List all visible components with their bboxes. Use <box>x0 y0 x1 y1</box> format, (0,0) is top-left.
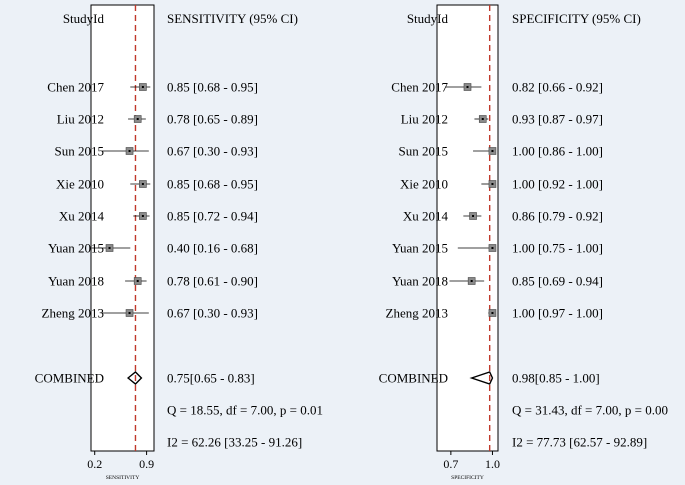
sens-study-name: Zheng 2013 <box>42 306 104 321</box>
spec-study-row: Liu 2012 0.93 [0.87 - 0.97] <box>401 112 603 127</box>
sens-estimate-label: 0.67 [0.30 - 0.93] <box>167 306 258 321</box>
sens-study-row: Yuan 2015 0.40 [0.16 - 0.68] <box>48 241 258 256</box>
sens-estimate-label: 0.40 [0.16 - 0.68] <box>167 241 258 256</box>
sens-study-name: Yuan 2015 <box>48 241 104 256</box>
spec-estimate-label: 0.86 [0.79 - 0.92] <box>512 209 603 224</box>
spec-estimate-label: 1.00 [0.97 - 1.00] <box>512 306 603 321</box>
spec-forest-panel: StudyId SPECIFICITY (95% CI) Chen 2017 0.82… <box>379 4 668 481</box>
spec-estimate-header: SPECIFICITY (95% CI) <box>512 11 641 26</box>
sens-study-row: Chen 2017 0.85 [0.68 - 0.95] <box>47 80 258 95</box>
sens-estimate-label: 0.85 [0.68 - 0.95] <box>167 177 258 192</box>
spec-study-name: Xie 2010 <box>400 177 448 192</box>
spec-study-row: Xie 2010 1.00 [0.92 - 1.00] <box>400 177 603 192</box>
spec-combined-label: COMBINED <box>379 371 448 386</box>
sens-estimate-label: 0.78 [0.65 - 0.89] <box>167 112 258 127</box>
spec-study-name: Sun 2015 <box>399 144 448 159</box>
sens-point-center <box>108 247 111 249</box>
spec-point-center <box>470 280 473 282</box>
spec-study-header: StudyId <box>407 11 449 26</box>
spec-point-center <box>491 247 494 249</box>
sens-study-name: Liu 2012 <box>57 112 104 127</box>
spec-estimate-label: 1.00 [0.86 - 1.00] <box>512 144 603 159</box>
spec-point-center <box>491 183 494 185</box>
spec-study-name: Yuan 2018 <box>392 274 448 289</box>
spec-study-name: Xu 2014 <box>403 209 449 224</box>
sens-study-name: Xu 2014 <box>59 209 105 224</box>
spec-point-center <box>472 215 475 217</box>
sens-tick-label: 0.2 <box>87 457 102 471</box>
spec-estimate-label: 1.00 [0.92 - 1.00] <box>512 177 603 192</box>
spec-estimate-label: 1.00 [0.75 - 1.00] <box>512 241 603 256</box>
spec-estimate-label: 0.82 [0.66 - 0.92] <box>512 80 603 95</box>
sens-forest-panel: StudyId SENSITIVITY (95% CI) Chen 2017 0.85… <box>35 4 323 481</box>
sens-study-header: StudyId <box>63 11 105 26</box>
spec-study-row: Chen 2017 0.82 [0.66 - 0.92] <box>391 80 603 95</box>
spec-combined-estimate: 0.98[0.85 - 1.00] <box>512 371 600 386</box>
sens-study-row: Yuan 2018 0.78 [0.61 - 0.90] <box>48 274 258 289</box>
spec-point-center <box>491 150 494 152</box>
spec-estimate-label: 0.85 [0.69 - 0.94] <box>512 274 603 289</box>
sens-study-row: Zheng 2013 0.67 [0.30 - 0.93] <box>42 306 258 321</box>
sens-study-name: Yuan 2018 <box>48 274 104 289</box>
sens-heterogeneity-stat: Q = 18.55, df = 7.00, p = 0.01 <box>167 403 323 418</box>
sens-study-name: Chen 2017 <box>47 80 104 95</box>
sens-combined-diamond <box>126 371 143 385</box>
sens-study-row: Liu 2012 0.78 [0.65 - 0.89] <box>57 112 258 127</box>
sens-axis-label: SENSITIVITY <box>106 475 140 481</box>
sens-combined-estimate: 0.75[0.65 - 0.83] <box>167 371 255 386</box>
spec-study-row: Sun 2015 1.00 [0.86 - 1.00] <box>399 144 603 159</box>
spec-heterogeneity-stat: Q = 31.43, df = 7.00, p = 0.00 <box>512 403 668 418</box>
spec-axis-label: SPECIFICITY <box>451 475 484 481</box>
spec-study-row: Xu 2014 0.86 [0.79 - 0.92] <box>403 209 603 224</box>
spec-point-center <box>481 118 484 120</box>
spec-tick-label: 1.0 <box>485 457 500 471</box>
sens-estimate-label: 0.78 [0.61 - 0.90] <box>167 274 258 289</box>
spec-study-row: Zheng 2013 1.00 [0.97 - 1.00] <box>386 306 603 321</box>
sens-point-center <box>128 150 131 152</box>
sens-tick-label: 0.9 <box>139 457 154 471</box>
sens-point-center <box>141 86 144 88</box>
spec-point-center <box>491 312 494 314</box>
spec-tick-label: 0.7 <box>443 457 458 471</box>
sens-estimate-label: 0.85 [0.72 - 0.94] <box>167 209 258 224</box>
sens-estimate-header: SENSITIVITY (95% CI) <box>167 11 298 26</box>
sens-point-center <box>136 280 139 282</box>
sens-heterogeneity-stat: I2 = 62.26 [33.25 - 91.26] <box>167 435 302 450</box>
sens-point-center <box>136 118 139 120</box>
spec-study-row: Yuan 2015 1.00 [0.75 - 1.00] <box>392 241 603 256</box>
spec-study-name: Zheng 2013 <box>386 306 448 321</box>
sens-point-center <box>128 312 131 314</box>
sens-point-center <box>141 215 144 217</box>
spec-plot-area <box>436 4 499 452</box>
spec-point-center <box>466 86 469 88</box>
sens-study-row: Xie 2010 0.85 [0.68 - 0.95] <box>56 177 258 192</box>
sens-plot-area <box>90 4 155 452</box>
spec-study-name: Chen 2017 <box>391 80 448 95</box>
sens-study-name: Sun 2015 <box>55 144 104 159</box>
spec-combined-diamond <box>469 371 494 385</box>
sens-point-center <box>141 183 144 185</box>
sens-estimate-label: 0.67 [0.30 - 0.93] <box>167 144 258 159</box>
spec-study-name: Liu 2012 <box>401 112 448 127</box>
spec-study-name: Yuan 2015 <box>392 241 448 256</box>
spec-study-row: Yuan 2018 0.85 [0.69 - 0.94] <box>392 274 603 289</box>
sens-estimate-label: 0.85 [0.68 - 0.95] <box>167 80 258 95</box>
sens-study-row: Sun 2015 0.67 [0.30 - 0.93] <box>55 144 258 159</box>
sens-study-row: Xu 2014 0.85 [0.72 - 0.94] <box>59 209 258 224</box>
spec-heterogeneity-stat: I2 = 77.73 [62.57 - 92.89] <box>512 435 647 450</box>
sens-study-name: Xie 2010 <box>56 177 104 192</box>
spec-estimate-label: 0.93 [0.87 - 0.97] <box>512 112 603 127</box>
sens-combined-label: COMBINED <box>35 371 104 386</box>
